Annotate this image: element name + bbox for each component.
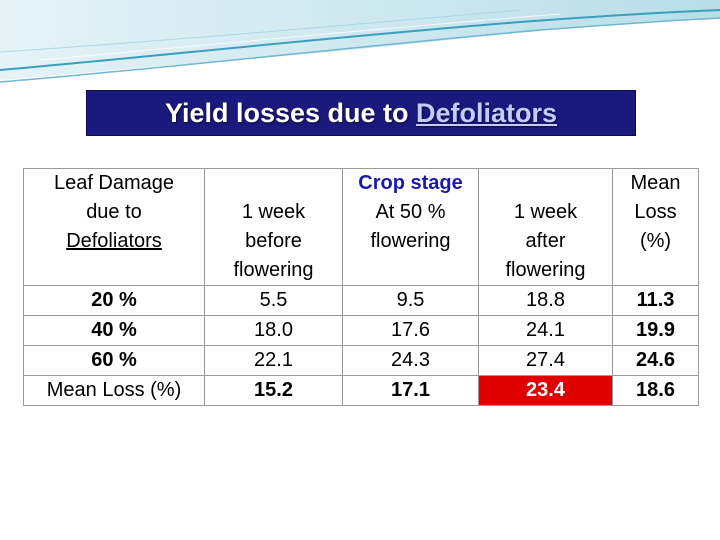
mean-header-line1: Mean <box>612 168 699 198</box>
damage-label: 40 % <box>23 315 205 346</box>
header-row: due to 1 week At 50 % 1 week Loss <box>23 198 699 227</box>
row-header-cell: Leaf Damage <box>23 168 205 198</box>
value-mean: 19.9 <box>612 315 699 346</box>
week-before-line2: before <box>204 227 343 256</box>
value-before: 5.5 <box>204 285 343 316</box>
value-fifty: 17.6 <box>342 315 479 346</box>
crop-stage-label: Crop stage <box>342 168 479 198</box>
week-after-line2: after <box>478 227 613 256</box>
mean-loss-label: Mean Loss (%) <box>23 375 205 406</box>
week-before-line3: flowering <box>204 256 343 286</box>
fifty-line2: flowering <box>342 227 479 256</box>
value-after: 24.1 <box>478 315 613 346</box>
value-fifty: 24.3 <box>342 345 479 376</box>
value-after-highlight: 23.4 <box>478 375 613 406</box>
value-after: 27.4 <box>478 345 613 376</box>
value-mean: 11.3 <box>612 285 699 316</box>
value-after: 18.8 <box>478 285 613 316</box>
title-banner: Yield losses due to Defoliators <box>86 90 636 136</box>
value-fifty: 17.1 <box>342 375 479 406</box>
value-before: 15.2 <box>204 375 343 406</box>
empty-cell <box>478 168 613 198</box>
fifty-line1: At 50 % <box>342 198 479 227</box>
table-row: 40 % 18.0 17.6 24.1 19.9 <box>23 315 699 346</box>
header-row: flowering flowering <box>23 256 699 286</box>
damage-label: 20 % <box>23 285 205 316</box>
empty-cell <box>612 256 699 286</box>
header-decoration <box>0 0 720 83</box>
week-after-line1: 1 week <box>478 198 613 227</box>
empty-cell <box>342 256 479 286</box>
empty-cell <box>23 256 205 286</box>
defoliators-header-link[interactable]: Defoliators <box>23 227 205 256</box>
mean-header-line2: Loss <box>612 198 699 227</box>
value-mean: 24.6 <box>612 345 699 376</box>
mean-header-line3: (%) <box>612 227 699 256</box>
value-before: 22.1 <box>204 345 343 376</box>
value-fifty: 9.5 <box>342 285 479 316</box>
value-mean: 18.6 <box>612 375 699 406</box>
week-before-line1: 1 week <box>204 198 343 227</box>
row-header-line2: due to <box>23 198 205 227</box>
value-before: 18.0 <box>204 315 343 346</box>
damage-label: 60 % <box>23 345 205 376</box>
table-row: Mean Loss (%) 15.2 17.1 23.4 18.6 <box>23 375 699 406</box>
table-row: 20 % 5.5 9.5 18.8 11.3 <box>23 285 699 316</box>
header-row: Defoliators before flowering after (%) <box>23 227 699 256</box>
defoliators-link[interactable]: Defoliators <box>416 98 558 128</box>
empty-cell <box>204 168 343 198</box>
table-row: 60 % 22.1 24.3 27.4 24.6 <box>23 345 699 376</box>
header-row: Leaf Damage Crop stage Mean <box>23 168 699 198</box>
slide-title: Yield losses due to Defoliators <box>164 98 558 128</box>
yield-loss-table: Leaf Damage Crop stage Mean due to 1 wee… <box>23 168 699 406</box>
week-after-line3: flowering <box>478 256 613 286</box>
